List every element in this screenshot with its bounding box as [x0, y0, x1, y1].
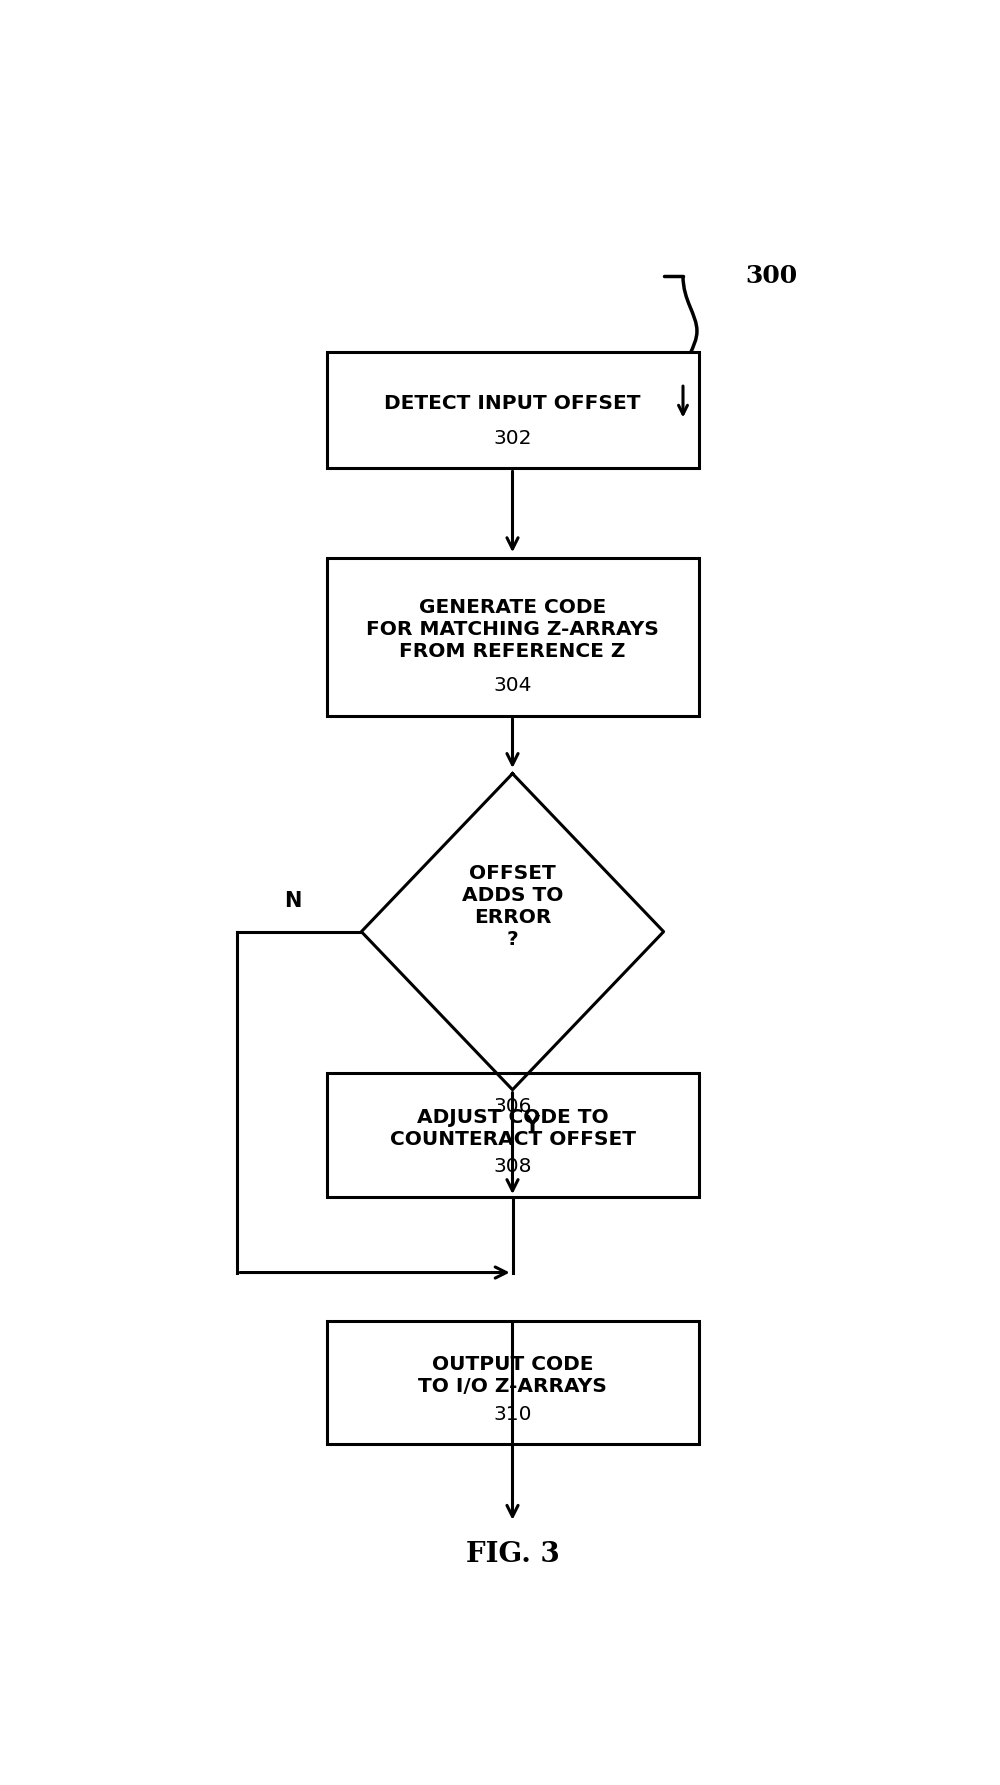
Text: Y: Y — [524, 1116, 539, 1135]
Text: ADJUST CODE TO
COUNTERACT OFFSET: ADJUST CODE TO COUNTERACT OFFSET — [390, 1108, 636, 1150]
Text: 304: 304 — [493, 677, 532, 694]
Text: GENERATE CODE
FOR MATCHING Z-ARRAYS
FROM REFERENCE Z: GENERATE CODE FOR MATCHING Z-ARRAYS FROM… — [366, 598, 659, 662]
FancyBboxPatch shape — [326, 557, 698, 716]
Text: OFFSET
ADDS TO
ERROR
?: OFFSET ADDS TO ERROR ? — [462, 864, 563, 950]
Text: N: N — [284, 891, 301, 912]
Text: OUTPUT CODE
TO I/O Z-ARRAYS: OUTPUT CODE TO I/O Z-ARRAYS — [418, 1355, 607, 1396]
Text: 300: 300 — [745, 264, 797, 287]
Text: 310: 310 — [493, 1405, 532, 1424]
FancyBboxPatch shape — [326, 1073, 698, 1198]
Polygon shape — [361, 773, 664, 1089]
Text: 306: 306 — [493, 1096, 532, 1116]
FancyBboxPatch shape — [326, 1321, 698, 1444]
Text: FIG. 3: FIG. 3 — [466, 1540, 559, 1567]
FancyBboxPatch shape — [326, 352, 698, 468]
Text: 308: 308 — [493, 1157, 532, 1176]
Text: DETECT INPUT OFFSET: DETECT INPUT OFFSET — [384, 394, 641, 412]
Text: 302: 302 — [493, 428, 532, 448]
